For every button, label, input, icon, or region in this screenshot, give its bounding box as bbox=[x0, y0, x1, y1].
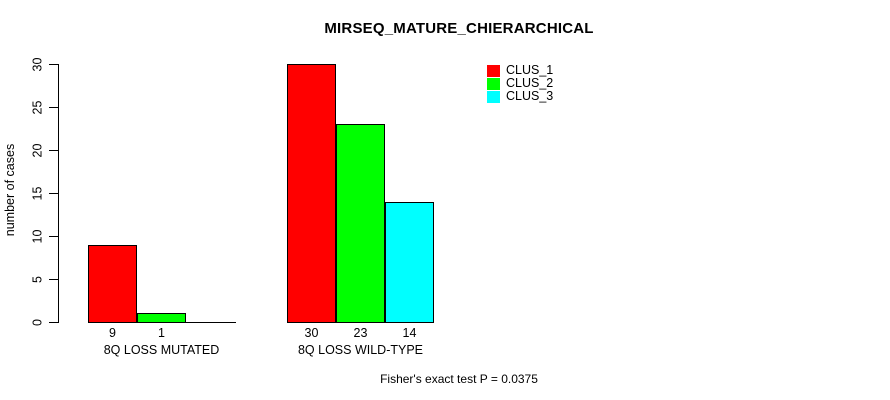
zero-height-bar-clus_3-group1 bbox=[186, 322, 236, 323]
bar-value-label: 30 bbox=[304, 326, 319, 340]
y-tick-label: 5 bbox=[30, 275, 45, 283]
y-tick-label: 10 bbox=[30, 229, 45, 243]
bar-clus_2-group2 bbox=[336, 124, 385, 323]
y-tick-mark bbox=[49, 322, 58, 323]
y-tick-mark bbox=[49, 236, 58, 237]
bar-value-label: 23 bbox=[353, 326, 368, 340]
y-tick-mark bbox=[49, 150, 58, 151]
legend-label-clus2: CLUS_2 bbox=[506, 76, 554, 90]
y-axis-title: number of cases bbox=[3, 143, 17, 237]
group-label: 8Q LOSS WILD-TYPE bbox=[297, 343, 424, 357]
y-tick-mark bbox=[49, 279, 58, 280]
y-tick-mark bbox=[49, 107, 58, 108]
y-tick-mark bbox=[49, 193, 58, 194]
y-tick-label: 30 bbox=[30, 57, 45, 71]
legend-label-clus3: CLUS_3 bbox=[506, 89, 554, 103]
y-tick-mark bbox=[49, 64, 58, 65]
legend-swatch-clus1 bbox=[487, 64, 500, 77]
bar-value-label: 1 bbox=[158, 326, 165, 340]
bar-clus_3-group2 bbox=[385, 201, 434, 323]
bar-clus_1-group1 bbox=[88, 244, 137, 323]
statistics-footer: Fisher's exact test P = 0.0375 bbox=[380, 372, 538, 386]
y-tick-label: 25 bbox=[30, 100, 45, 114]
legend-item-clus2: CLUS_2 bbox=[487, 77, 553, 90]
y-tick-label: 0 bbox=[30, 318, 45, 326]
bar-value-label: 9 bbox=[109, 326, 116, 340]
legend: CLUS_1 CLUS_2 CLUS_3 bbox=[487, 64, 553, 103]
bar-clus_2-group1 bbox=[137, 313, 186, 323]
chart-title: MIRSEQ_MATURE_CHIERARCHICAL bbox=[324, 20, 594, 37]
legend-item-clus1: CLUS_1 bbox=[487, 64, 553, 77]
group-label: 8Q LOSS MUTATED bbox=[103, 343, 220, 357]
legend-swatch-clus3 bbox=[487, 90, 500, 103]
legend-swatch-clus2 bbox=[487, 77, 500, 90]
bar-clus_1-group2 bbox=[287, 64, 336, 323]
legend-item-clus3: CLUS_3 bbox=[487, 90, 553, 103]
y-tick-label: 20 bbox=[30, 143, 45, 157]
y-tick-label: 15 bbox=[30, 186, 45, 200]
y-axis-line bbox=[58, 64, 59, 323]
legend-label-clus1: CLUS_1 bbox=[506, 63, 554, 77]
bar-value-label: 14 bbox=[402, 326, 417, 340]
